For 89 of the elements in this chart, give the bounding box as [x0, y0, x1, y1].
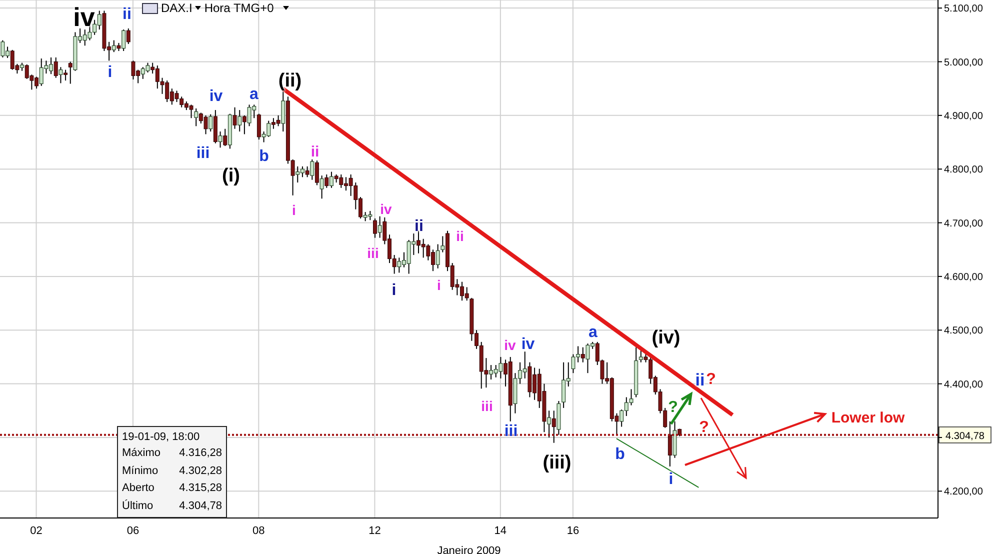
annotation: a	[588, 324, 598, 341]
x-tick-label: 08	[252, 524, 265, 537]
annotation: iv	[380, 201, 392, 217]
x-axis-title: Janeiro 2009	[437, 545, 501, 554]
annotation: (iv)	[652, 328, 680, 348]
annotation: iii	[504, 423, 518, 440]
y-tick-label: 4.200,00	[944, 486, 984, 498]
candlestick	[68, 61, 72, 84]
chart-subtitle: Hora TMG+0	[204, 1, 274, 15]
annotation: ?	[699, 419, 709, 436]
annotation: b	[615, 446, 625, 463]
candlestick	[440, 236, 445, 253]
x-tick-label: 02	[30, 524, 42, 537]
candlestick	[314, 160, 319, 186]
candlestick	[305, 166, 310, 178]
chart-title: DAX.I	[161, 1, 192, 15]
y-tick-label: 4.800,00	[944, 164, 984, 176]
candlestick	[218, 131, 222, 148]
candlestick	[638, 350, 643, 363]
annotation: b	[259, 148, 269, 165]
annotation: 4.316,28	[179, 446, 222, 461]
annotation: iv	[521, 336, 535, 353]
ref-line-label: 4.304,78	[946, 430, 985, 442]
y-tick-label: 4.700,00	[944, 218, 984, 230]
y-tick-label: 5.000,00	[944, 57, 984, 68]
candlestick	[194, 108, 198, 127]
annotation: i	[668, 471, 674, 488]
candlestick	[58, 66, 63, 84]
annotation: Aberto	[122, 481, 154, 496]
candlestick	[320, 175, 324, 200]
annotation: 4.315,28	[179, 481, 222, 496]
annotation: iv	[504, 337, 516, 353]
annotation: i	[437, 277, 441, 293]
candlestick	[580, 346, 585, 363]
candlestick	[238, 110, 242, 132]
annotation: (ii)	[278, 70, 302, 92]
annotation: ii	[122, 6, 132, 23]
candlestick	[310, 158, 314, 180]
y-tick-label: 4.600,00	[944, 272, 984, 283]
y-tick-label: 5.100,00	[944, 4, 984, 15]
candlestick	[242, 114, 246, 135]
candlestick	[223, 128, 228, 147]
x-tick-label: 16	[566, 524, 580, 537]
annotation: i	[392, 282, 396, 299]
annotation: 4.304,78	[179, 498, 222, 514]
candlestick	[324, 174, 329, 188]
annotation: Máximo	[122, 446, 161, 461]
y-tick-label: 4.500,00	[944, 326, 984, 337]
candlestick	[64, 69, 68, 82]
candlestick	[208, 114, 213, 132]
candlestick	[329, 171, 334, 188]
candlestick	[552, 410, 556, 444]
annotation: ?	[706, 371, 716, 388]
annotation: 4.302,28	[179, 464, 222, 478]
candlestick	[126, 28, 130, 45]
candlestick	[373, 218, 377, 238]
annotation: ?	[668, 399, 678, 416]
annotation: (iii)	[542, 452, 572, 474]
x-tick-label: 14	[494, 524, 507, 537]
candlestick	[256, 113, 261, 140]
annotation: Mínimo	[122, 464, 158, 478]
annotation: 19-01-09, 18:00	[122, 430, 201, 445]
annotation: i	[108, 64, 112, 81]
annotation: iv	[73, 2, 95, 32]
annotation: Último	[122, 498, 154, 514]
annotation: (i)	[222, 166, 240, 186]
y-tick-label: 4.900,00	[944, 110, 984, 122]
annotation: ii	[414, 218, 424, 235]
y-tick-label: 4.400,00	[944, 379, 984, 390]
candlestick	[232, 106, 237, 130]
candlestick	[668, 420, 672, 467]
candlestick	[436, 244, 440, 269]
annotation: ii	[456, 228, 464, 244]
annotation: a	[250, 86, 258, 103]
x-tick-label: 06	[126, 524, 140, 537]
candlestick	[547, 410, 552, 438]
annotation: ii	[695, 370, 705, 390]
annotation: Lower low	[831, 410, 905, 426]
annotation: iii	[367, 245, 379, 261]
annotation: i	[292, 202, 296, 218]
candlestick	[112, 40, 116, 53]
annotation: iii	[481, 398, 493, 414]
annotation: iii	[196, 145, 210, 162]
candlestick	[54, 56, 58, 78]
candlestick	[122, 29, 126, 52]
candlestick	[378, 216, 382, 238]
x-tick-label: 12	[368, 524, 381, 537]
annotation: iv	[209, 88, 223, 105]
annotation: ii	[310, 144, 320, 160]
